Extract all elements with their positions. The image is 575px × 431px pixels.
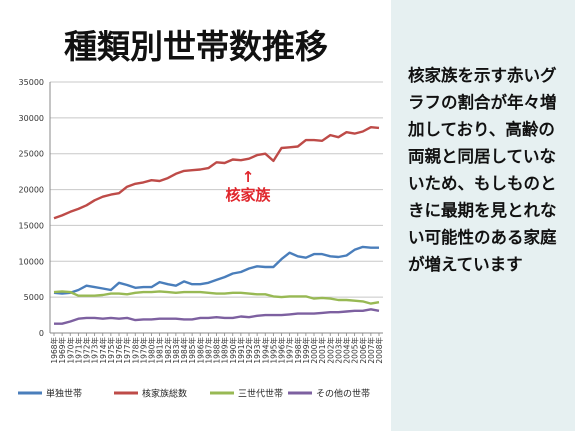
chart-title: 種類別世帯数推移 — [64, 27, 328, 66]
series-line-2 — [53, 125, 380, 220]
x-tick-label: 1995年 — [268, 337, 278, 364]
x-tick-label: 1988年 — [212, 337, 222, 364]
x-tick-label: 2007年 — [366, 337, 376, 364]
x-tick-label: 1993年 — [252, 337, 262, 364]
y-tick-label: 0 — [39, 329, 44, 338]
y-tick-label: 30000 — [19, 114, 44, 123]
x-tick-label: 2008年 — [374, 337, 384, 364]
x-tick-label: 1994年 — [260, 337, 270, 364]
x-tick-label: 1984年 — [179, 337, 189, 364]
x-tick-label: 1968年 — [49, 337, 59, 364]
y-tick-label: 20000 — [19, 186, 44, 195]
x-tick-label: 1986年 — [195, 337, 205, 364]
x-tick-label: 2000年 — [309, 337, 319, 364]
series-line-3 — [53, 290, 380, 305]
y-tick-label: 5000 — [24, 293, 44, 302]
x-tick-label: 1971年 — [73, 337, 83, 364]
x-tick-label: 1976年 — [114, 337, 124, 364]
x-tick-label: 1991年 — [236, 337, 246, 364]
legend-label-4: その他の世帯 — [316, 388, 370, 400]
x-tick-label: 1999年 — [301, 337, 311, 364]
y-tick-label: 10000 — [19, 257, 44, 266]
x-tick-label: 1972年 — [82, 337, 92, 364]
x-tick-label: 1969年 — [57, 337, 67, 364]
line-chart: 種類別世帯数推移 0 5000 10000 15000 20000 25000 30000 35… — [18, 27, 384, 400]
x-tick-label: 1992年 — [244, 337, 254, 364]
series-line-4 — [54, 308, 380, 325]
side-caption: 核家族を示す赤いグラフの割合が年々増加しており、高齢の両親と同居していないため、… — [408, 66, 557, 274]
x-tick-label: 1970年 — [65, 337, 75, 364]
y-tick-label: 25000 — [19, 150, 44, 159]
y-tick-label: 15000 — [19, 221, 44, 230]
x-tick-label: 2006年 — [358, 337, 368, 364]
x-tick-label: 2001年 — [317, 337, 327, 364]
x-tick-label: 2005年 — [350, 337, 360, 364]
x-tick-label: 1989年 — [220, 337, 230, 364]
chart-panel: 種類別世帯数推移 0 5000 10000 15000 20000 25000 30000 35… — [0, 0, 391, 431]
x-tick-label: 1981年 — [155, 337, 165, 364]
x-tick-label: 2002年 — [325, 337, 335, 364]
x-tick-label: 1987年 — [203, 337, 213, 364]
x-tick-label: 1975年 — [106, 337, 116, 364]
legend-label-2: 核家族総数 — [142, 388, 187, 400]
x-tick-label: 1990年 — [228, 337, 238, 364]
legend-label-3: 三世代世帯 — [238, 388, 283, 400]
x-tick-label: 2004年 — [342, 337, 352, 364]
x-tick-label: 1996年 — [277, 337, 287, 364]
legend-label-1: 単独世帯 — [46, 388, 82, 400]
series-line-1 — [53, 245, 379, 295]
annotation-arrow: ↑ — [242, 168, 255, 186]
x-tick-label: 1983年 — [171, 337, 181, 364]
x-tick-label: 1978年 — [130, 337, 140, 364]
x-tick-label: 1979年 — [138, 337, 148, 364]
x-tick-label: 1980年 — [147, 337, 157, 364]
x-tick-label: 1973年 — [90, 337, 100, 364]
annotation-label: 核家族 — [225, 186, 271, 204]
x-tick-label: 1998年 — [293, 337, 303, 364]
x-tick-label: 2003年 — [333, 337, 343, 364]
x-tick-label: 1997年 — [285, 337, 295, 364]
y-tick-label: 35000 — [19, 78, 44, 87]
x-tick-label: 1974年 — [98, 337, 108, 364]
x-tick-label: 1985年 — [187, 337, 197, 364]
x-tick-label: 1977年 — [122, 337, 132, 364]
x-tick-label: 1982年 — [163, 337, 173, 364]
